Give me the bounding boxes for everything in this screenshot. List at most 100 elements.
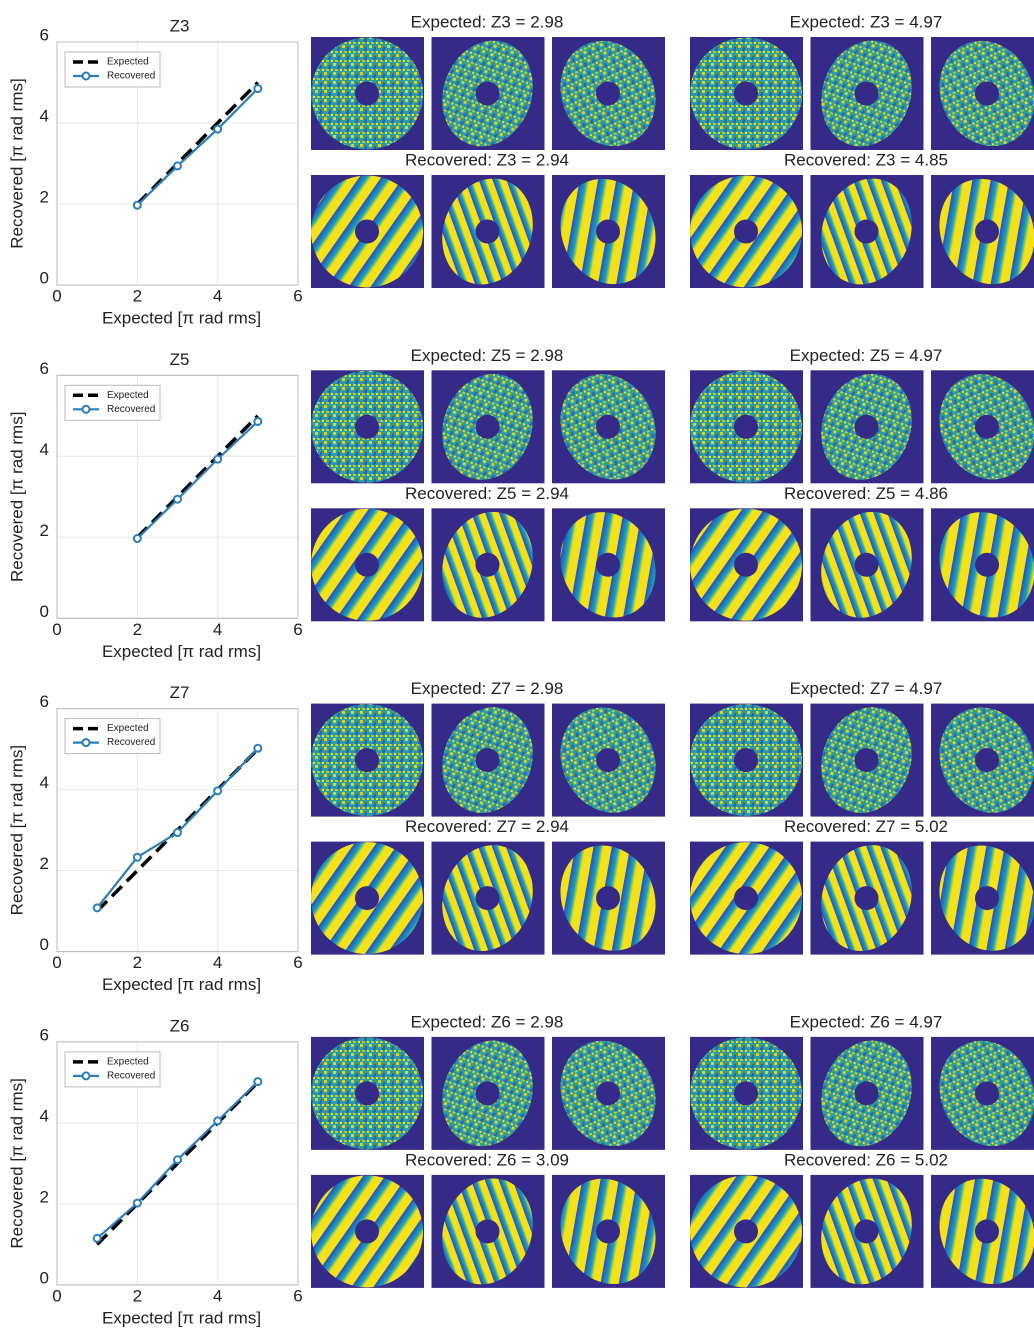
- obscuration: [855, 553, 879, 577]
- image-panel: [807, 1166, 927, 1298]
- image-panel: [311, 1037, 424, 1150]
- data-point: [214, 126, 221, 133]
- image-panel: [690, 842, 803, 955]
- obscuration: [355, 1219, 379, 1243]
- chart-title: Z6: [170, 1016, 190, 1035]
- legend-label: Recovered: [107, 737, 155, 748]
- obscuration: [476, 886, 500, 910]
- obscuration: [596, 1219, 620, 1243]
- legend-label: Expected: [107, 1057, 149, 1068]
- data-point: [214, 787, 221, 794]
- obscuration: [855, 415, 879, 439]
- obscuration: [476, 415, 500, 439]
- image-panel: [690, 37, 803, 150]
- obscuration: [855, 82, 879, 106]
- legend-marker: [83, 1072, 90, 1079]
- legend-marker: [83, 406, 90, 413]
- y-tick-label: 2: [40, 854, 49, 873]
- obscuration: [355, 1081, 379, 1105]
- panel-label: Recovered: Z7 = 5.02: [784, 817, 948, 836]
- chart-title: Z5: [170, 350, 190, 369]
- obscuration: [476, 220, 500, 244]
- y-tick-label: 2: [40, 1187, 49, 1206]
- image-panel: [543, 25, 672, 162]
- y-tick-label: 6: [40, 692, 49, 711]
- y-tick-label: 6: [40, 359, 49, 378]
- obscuration: [355, 415, 379, 439]
- obscuration: [596, 1081, 620, 1105]
- image-panel: [922, 692, 1034, 829]
- obscuration: [476, 1081, 500, 1105]
- image-panel: [311, 37, 424, 150]
- image-panel: [543, 692, 672, 829]
- data-point: [254, 418, 261, 425]
- data-point: [134, 854, 141, 861]
- image-panel: [311, 1175, 424, 1288]
- data-point: [254, 1078, 261, 1085]
- image-panel: [690, 1037, 803, 1150]
- data-point: [94, 904, 101, 911]
- y-tick-label: 6: [40, 25, 49, 44]
- y-axis-label: Recovered [π rad rms]: [7, 745, 26, 915]
- data-point: [254, 85, 261, 92]
- obscuration: [734, 82, 758, 106]
- obscuration: [734, 1081, 758, 1105]
- panel-label: Recovered: Z3 = 4.85: [784, 150, 948, 169]
- x-tick-label: 2: [133, 286, 142, 305]
- data-point: [174, 162, 181, 169]
- legend-label: Recovered: [107, 71, 155, 82]
- panel-label: Expected: Z3 = 2.98: [411, 12, 564, 31]
- image-panel: [428, 1166, 548, 1298]
- obscuration: [975, 748, 999, 772]
- obscuration: [975, 553, 999, 577]
- image-panel: [807, 499, 927, 631]
- y-axis-label: Recovered [π rad rms]: [7, 412, 26, 582]
- obscuration: [734, 553, 758, 577]
- panel-label: Recovered: Z3 = 2.94: [405, 150, 569, 169]
- image-panel: [543, 1025, 672, 1162]
- x-tick-label: 4: [213, 620, 222, 639]
- chart-title: Z7: [170, 683, 190, 702]
- image-panel: [690, 370, 803, 483]
- obscuration: [855, 748, 879, 772]
- obscuration: [975, 1081, 999, 1105]
- x-tick-label: 2: [133, 1286, 142, 1305]
- image-panel: [807, 832, 927, 964]
- y-tick-label: 4: [40, 773, 49, 792]
- x-tick-label: 2: [133, 620, 142, 639]
- obscuration: [855, 1219, 879, 1243]
- image-panel: [543, 830, 672, 967]
- image-panel: [922, 1163, 1034, 1300]
- panel-label: Expected: Z6 = 4.97: [790, 1012, 943, 1031]
- panel-label: Expected: Z7 = 2.98: [411, 679, 564, 698]
- image-panel: [807, 166, 927, 298]
- y-tick-label: 2: [40, 187, 49, 206]
- y-axis-label: Recovered [π rad rms]: [7, 78, 26, 248]
- image-panel: [690, 508, 803, 621]
- x-tick-label: 4: [213, 953, 222, 972]
- image-panel: [311, 508, 424, 621]
- panel-label: Recovered: Z5 = 4.86: [784, 484, 948, 503]
- panel-label: Expected: Z3 = 4.97: [790, 12, 943, 31]
- y-tick-label: 6: [40, 1025, 49, 1044]
- image-panel: [311, 842, 424, 955]
- x-tick-label: 0: [52, 286, 61, 305]
- image-panel: [428, 361, 548, 493]
- legend-label: Expected: [107, 57, 149, 68]
- image-panel: [807, 28, 927, 160]
- image-panel: [428, 694, 548, 826]
- data-point: [214, 1117, 221, 1124]
- image-panel: [543, 1163, 672, 1300]
- obscuration: [476, 1219, 500, 1243]
- image-panel: [690, 175, 803, 288]
- y-tick-label: 0: [40, 935, 49, 954]
- figure: 02460246Z3Expected [π rad rms]Recovered …: [0, 0, 1034, 1328]
- panel-label: Recovered: Z7 = 2.94: [405, 817, 569, 836]
- panel-label: Recovered: Z6 = 5.02: [784, 1150, 948, 1169]
- data-point: [94, 1235, 101, 1242]
- image-panel: [807, 694, 927, 826]
- image-panel: [807, 361, 927, 493]
- image-panel: [922, 163, 1034, 300]
- data-point: [134, 535, 141, 542]
- legend-label: Expected: [107, 390, 149, 401]
